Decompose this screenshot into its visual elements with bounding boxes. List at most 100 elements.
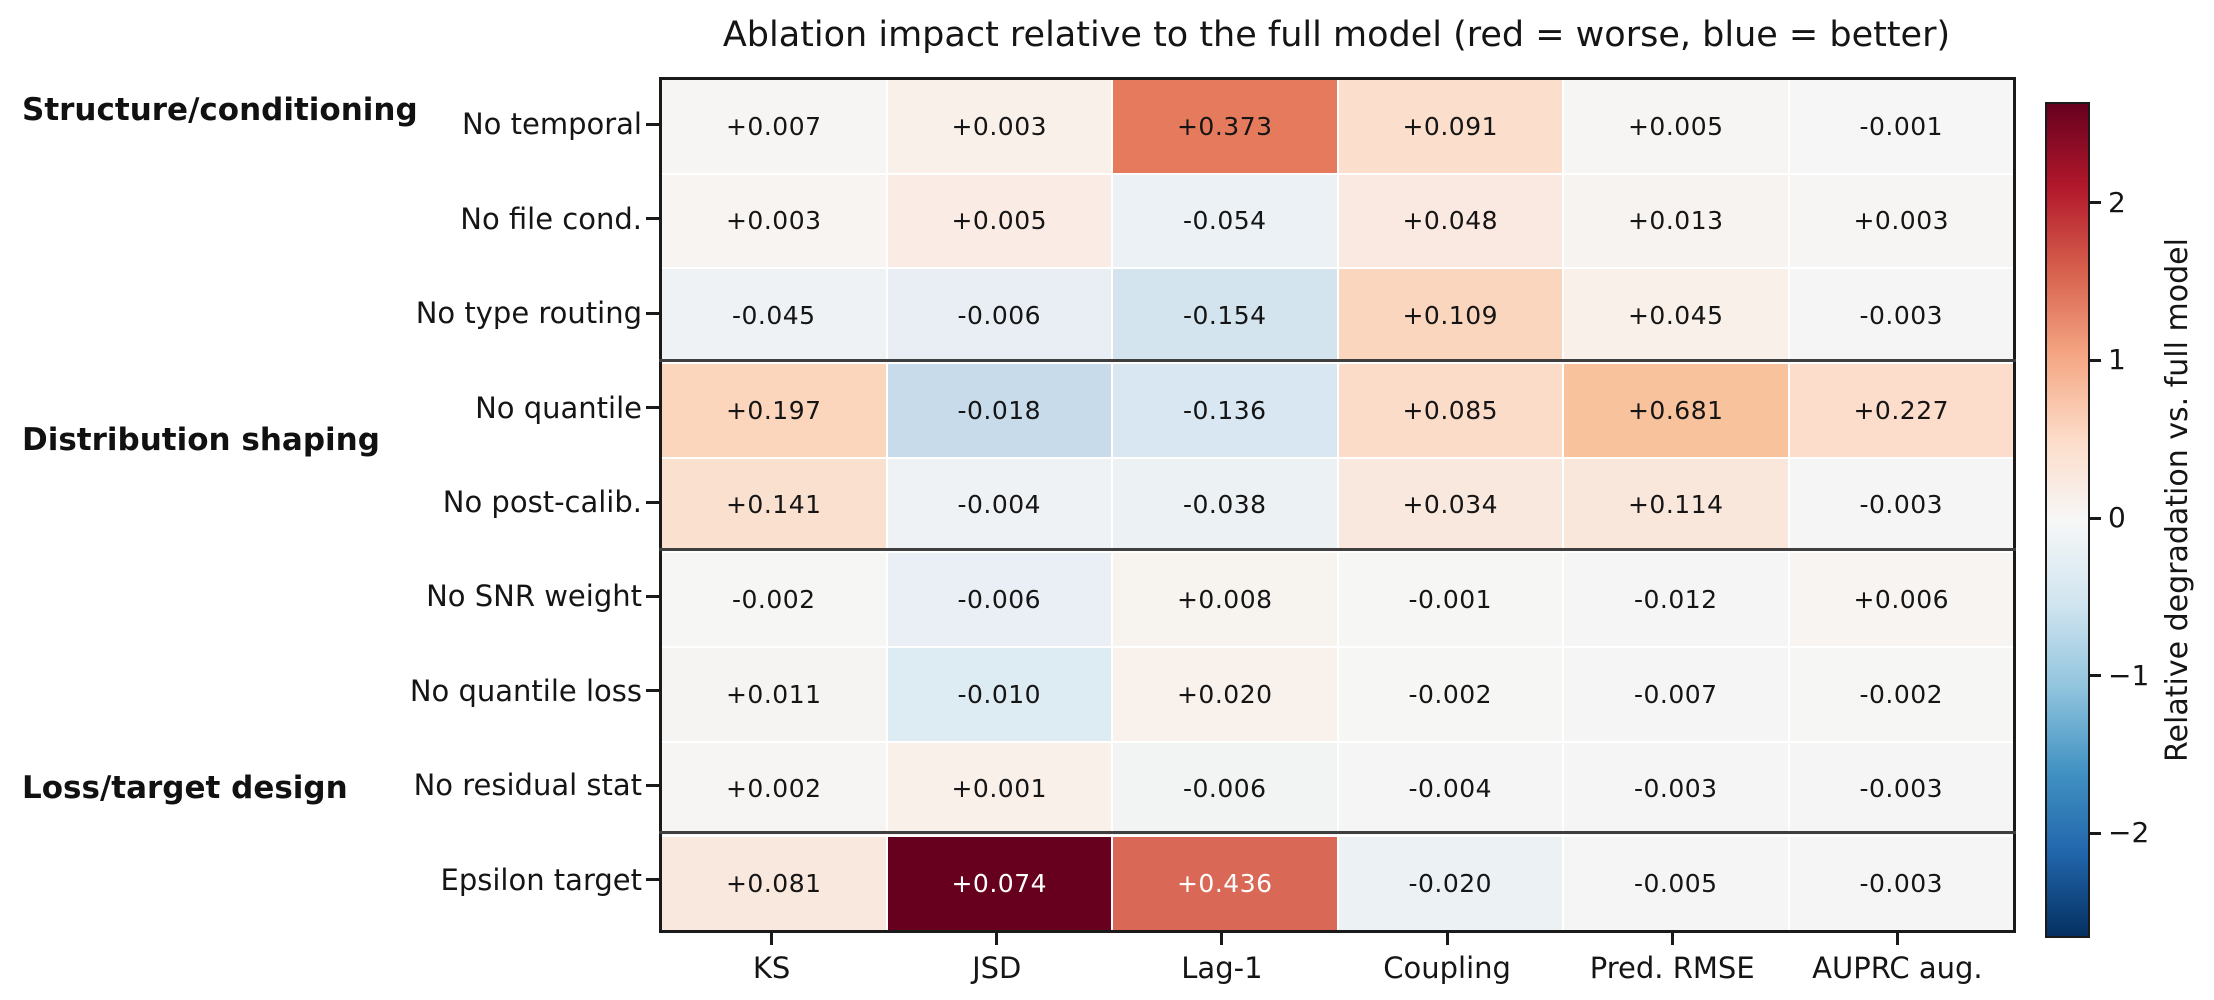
colorbar-tick-label: −2 (2108, 816, 2150, 850)
row-label: No SNR weight (426, 579, 642, 614)
colorbar-tick-mark (2089, 358, 2101, 362)
x-tick-mark (770, 932, 774, 945)
row-label: Epsilon target (440, 862, 642, 897)
heatmap-cell: +0.003 (662, 174, 886, 268)
heatmap-cell: +0.197 (662, 363, 886, 457)
y-tick-mark (646, 406, 659, 410)
heatmap-cell: +0.436 (1113, 837, 1337, 930)
x-tick-mark (1670, 932, 1674, 945)
colorbar-tick-label: 2 (2108, 185, 2126, 219)
group-label: Structure/conditioning (22, 92, 418, 128)
group-label: Distribution shaping (22, 422, 380, 458)
row-label: No quantile loss (409, 673, 642, 708)
colorbar-tick-label: 1 (2108, 343, 2126, 377)
colorbar-tick-mark (2089, 201, 2101, 205)
heatmap-cell: -0.136 (1113, 363, 1337, 457)
y-tick-mark (646, 500, 659, 504)
x-tick-mark (1895, 932, 1899, 945)
heatmap-cell: +0.003 (1789, 174, 2013, 268)
heatmap-cell: +0.045 (1564, 269, 1788, 362)
heatmap-cell: +0.373 (1113, 80, 1337, 173)
x-tick-mark (1445, 932, 1449, 945)
heatmap-cell: +0.034 (1338, 458, 1562, 552)
heatmap-cell: -0.002 (1338, 647, 1562, 741)
y-tick-mark (646, 689, 659, 693)
heatmap-cell: -0.001 (1789, 80, 2013, 173)
x-tick-mark (995, 932, 999, 945)
group-separator-line (659, 358, 2016, 362)
heatmap-cell: -0.045 (662, 269, 886, 362)
heatmap-cell: +0.002 (662, 742, 886, 836)
column-label: JSD (972, 951, 1022, 985)
colorbar-tick-label: −1 (2108, 658, 2150, 692)
row-label: No temporal (461, 107, 642, 142)
heatmap-cell: +0.008 (1113, 553, 1337, 646)
heatmap-cell: +0.141 (662, 458, 886, 552)
heatmap-grid: +0.007 +0.003 +0.373 +0.091 +0.005 -0.001 +0.0… (659, 77, 2016, 933)
heatmap-cell: -0.038 (1113, 458, 1337, 552)
heatmap-cell: +0.091 (1338, 80, 1562, 173)
colorbar-tick-mark (2089, 674, 2101, 678)
heatmap-cell: +0.003 (887, 80, 1111, 173)
heatmap-cell: +0.085 (1338, 363, 1562, 457)
y-tick-mark (646, 783, 659, 787)
heatmap-cell: -0.005 (1564, 837, 1788, 930)
heatmap-cell: -0.006 (1113, 742, 1337, 836)
colorbar-tick-mark (2089, 831, 2101, 835)
heatmap-cell: -0.007 (1564, 647, 1788, 741)
column-label: Lag-1 (1181, 951, 1263, 985)
heatmap-cell: -0.020 (1338, 837, 1562, 930)
heatmap-cell: -0.006 (887, 553, 1111, 646)
heatmap-cell: -0.003 (1789, 837, 2013, 930)
row-label: No file cond. (460, 201, 642, 236)
heatmap-cell: +0.227 (1789, 363, 2013, 457)
column-label: AUPRC aug. (1812, 951, 1983, 985)
heatmap-cell: -0.154 (1113, 269, 1337, 362)
heatmap-cell: -0.003 (1789, 742, 2013, 836)
y-tick-mark (646, 878, 659, 882)
heatmap-cell: +0.007 (662, 80, 886, 173)
colorbar (2045, 102, 2090, 938)
heatmap-cell: -0.003 (1789, 269, 2013, 362)
x-tick-mark (1220, 932, 1224, 945)
heatmap-cell: -0.006 (887, 269, 1111, 362)
heatmap-cell: +0.020 (1113, 647, 1337, 741)
colorbar-axis-label: Relative degradation vs. full model (2160, 238, 2195, 762)
row-label: No post-calib. (442, 485, 642, 519)
heatmap-cell: +0.114 (1564, 458, 1788, 552)
heatmap-cell: +0.001 (887, 742, 1111, 836)
heatmap-cell: +0.013 (1564, 174, 1788, 268)
group-separator-line (659, 547, 2016, 551)
heatmap-cell: -0.003 (1564, 742, 1788, 836)
row-label: No residual stat (413, 768, 642, 803)
heatmap-cell: -0.012 (1564, 553, 1788, 646)
heatmap-cell: -0.010 (887, 647, 1111, 741)
colorbar-tick-mark (2089, 516, 2101, 520)
colorbar-tick-label: 0 (2108, 501, 2126, 534)
heatmap-cell: -0.004 (1338, 742, 1562, 836)
row-label: No type routing (415, 296, 642, 331)
heatmap-cell: -0.054 (1113, 174, 1337, 268)
heatmap-cell: +0.005 (887, 174, 1111, 268)
heatmap-cell: +0.011 (662, 647, 886, 741)
heatmap-cell: +0.006 (1789, 553, 2013, 646)
heatmap-cell: -0.002 (1789, 647, 2013, 741)
y-tick-mark (646, 311, 659, 315)
heatmap-cell: +0.005 (1564, 80, 1788, 173)
y-tick-mark (646, 217, 659, 221)
heatmap-cell: +0.074 (887, 837, 1111, 930)
heatmap-cell: -0.002 (662, 553, 886, 646)
column-label: Coupling (1383, 951, 1511, 985)
heatmap-cell: +0.048 (1338, 174, 1562, 268)
group-separator-line (659, 831, 2016, 835)
heatmap-cell: -0.003 (1789, 458, 2013, 552)
y-tick-mark (646, 594, 659, 598)
y-tick-mark (646, 122, 659, 126)
row-label: No quantile (475, 390, 642, 425)
heatmap-cell: -0.018 (887, 363, 1111, 457)
heatmap-cell: +0.109 (1338, 269, 1562, 362)
heatmap-cell: +0.081 (662, 837, 886, 930)
heatmap-cell: -0.004 (887, 458, 1111, 552)
heatmap-cell: -0.001 (1338, 553, 1562, 646)
